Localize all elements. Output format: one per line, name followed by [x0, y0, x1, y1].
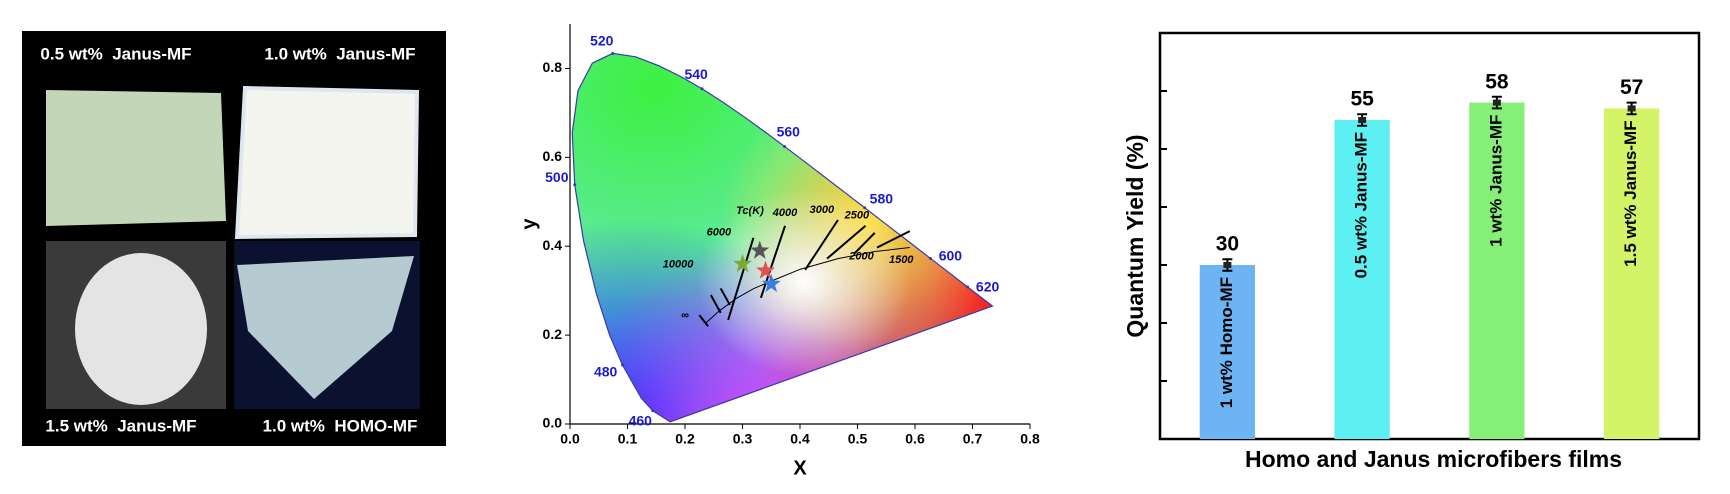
wavelength-label: 500 — [545, 169, 569, 185]
photo-label: 1.5 wt% Janus-MF — [45, 416, 196, 435]
x-tick-label: 0.2 — [675, 431, 695, 447]
cie-chart: 0.0 0.1 0.2 0.3 0.4 0.5 0.6 0.7 0.8 0.0 0.2 0.4 0.6 0… — [518, 24, 1040, 479]
category-label: 0.5 wt% Janus-MF — [1352, 132, 1371, 278]
y-axis-label: y — [518, 218, 540, 230]
wavelength-point — [783, 144, 787, 148]
cct-label: 10000 — [663, 258, 694, 270]
wavelength-point — [620, 363, 624, 367]
x-tick-label: 0.5 — [848, 431, 868, 447]
x-tick-label: 0.0 — [560, 431, 580, 447]
chromaticity-star — [761, 274, 781, 293]
wavelength-label: 540 — [684, 66, 708, 82]
cct-label: ∞ — [681, 309, 689, 321]
wavelength-point — [966, 285, 970, 289]
bar — [1604, 108, 1660, 440]
photo-label: 1.0 wt% HOMO-MF — [263, 416, 418, 435]
y-axis-label: Quantum Yield (%) — [1122, 134, 1148, 337]
photo-sample — [75, 253, 207, 405]
y-tick-label: 0.2 — [543, 326, 563, 342]
wavelength-label: 480 — [594, 363, 618, 379]
x-tick-label: 0.8 — [1020, 431, 1040, 447]
chromaticity-star — [732, 254, 753, 273]
error-box — [1492, 99, 1501, 106]
plot-frame — [1158, 31, 1701, 441]
category-label: 1.5 wt% Janus-MF — [1621, 120, 1640, 266]
cct-label: 6000 — [707, 226, 732, 238]
x-tick-label: 0.1 — [618, 431, 638, 447]
error-box — [1223, 262, 1232, 268]
isotherm — [853, 232, 876, 255]
chromaticity-star — [755, 260, 776, 279]
isotherm — [804, 219, 839, 271]
x-tick-label: 0.3 — [733, 431, 753, 447]
category-label: 1 wt% Homo-MF — [1217, 277, 1236, 408]
value-label: 57 — [1620, 76, 1643, 99]
cct-label: 2500 — [844, 209, 870, 221]
cct-label: 2000 — [848, 250, 874, 262]
wavelength-label: 580 — [870, 191, 894, 207]
y-tick-label: 0.8 — [543, 59, 563, 75]
wavelength-point — [700, 87, 704, 91]
value-label: 58 — [1485, 70, 1509, 93]
cct-label: 1500 — [889, 254, 914, 266]
wavelength-point — [651, 409, 655, 413]
photo-sample — [46, 90, 226, 226]
isotherm — [826, 225, 867, 260]
x-axis-label: Homo and Janus microfibers films — [1245, 446, 1622, 472]
x-axis-label: X — [793, 457, 807, 479]
wavelength-point — [611, 51, 615, 55]
isotherm — [876, 230, 911, 249]
bar — [1469, 102, 1525, 439]
value-label: 30 — [1216, 233, 1239, 256]
cct-label: 4000 — [772, 207, 798, 219]
isotherm — [759, 225, 786, 299]
error-box — [1627, 105, 1636, 112]
isotherm — [727, 237, 755, 321]
gamut-gradient — [572, 53, 993, 422]
bar — [1334, 120, 1390, 439]
bar-chart: 30 1 wt% Homo-MF 55 0.5 wt% Janus-MF 58 1 wt%… — [1122, 31, 1701, 472]
y-tick-label: 0.6 — [543, 148, 563, 164]
photo-label: 0.5 wt% Janus-MF — [40, 44, 191, 63]
x-tick-label: 0.7 — [963, 431, 983, 447]
y-tick-label: 0.0 — [543, 415, 563, 431]
error-box — [1358, 117, 1367, 123]
y-tick-label: 0.4 — [543, 237, 563, 253]
wavelength-point — [863, 206, 867, 210]
wavelength-point — [929, 256, 933, 260]
category-label: 1 wt% Janus-MF — [1486, 115, 1505, 247]
value-label: 55 — [1350, 88, 1374, 111]
photo-panel: 0.5 wt% Janus-MF 1.0 wt% Janus-MF 1.5 wt… — [22, 31, 446, 446]
wavelength-label: 460 — [629, 412, 653, 428]
isotherm — [709, 294, 722, 314]
isotherm — [698, 314, 709, 327]
wavelength-point — [573, 183, 577, 187]
wavelength-label: 520 — [590, 32, 614, 48]
cct-label: Tc(K) — [736, 205, 764, 217]
spectral-locus — [571, 52, 994, 423]
isotherm — [719, 287, 731, 306]
photo-sample — [237, 256, 414, 399]
gamut-fill — [572, 53, 993, 422]
x-tick-label: 0.4 — [790, 431, 810, 447]
wavelength-label: 620 — [976, 278, 1000, 294]
photo-label: 1.0 wt% Janus-MF — [264, 44, 415, 63]
bar — [1199, 265, 1255, 439]
chromaticity-star — [750, 240, 770, 259]
cct-label: 3000 — [810, 204, 835, 216]
wavelength-label: 560 — [777, 123, 801, 139]
photo-sample — [234, 85, 420, 240]
x-tick-label: 0.6 — [905, 431, 925, 447]
wavelength-label: 600 — [939, 248, 963, 264]
